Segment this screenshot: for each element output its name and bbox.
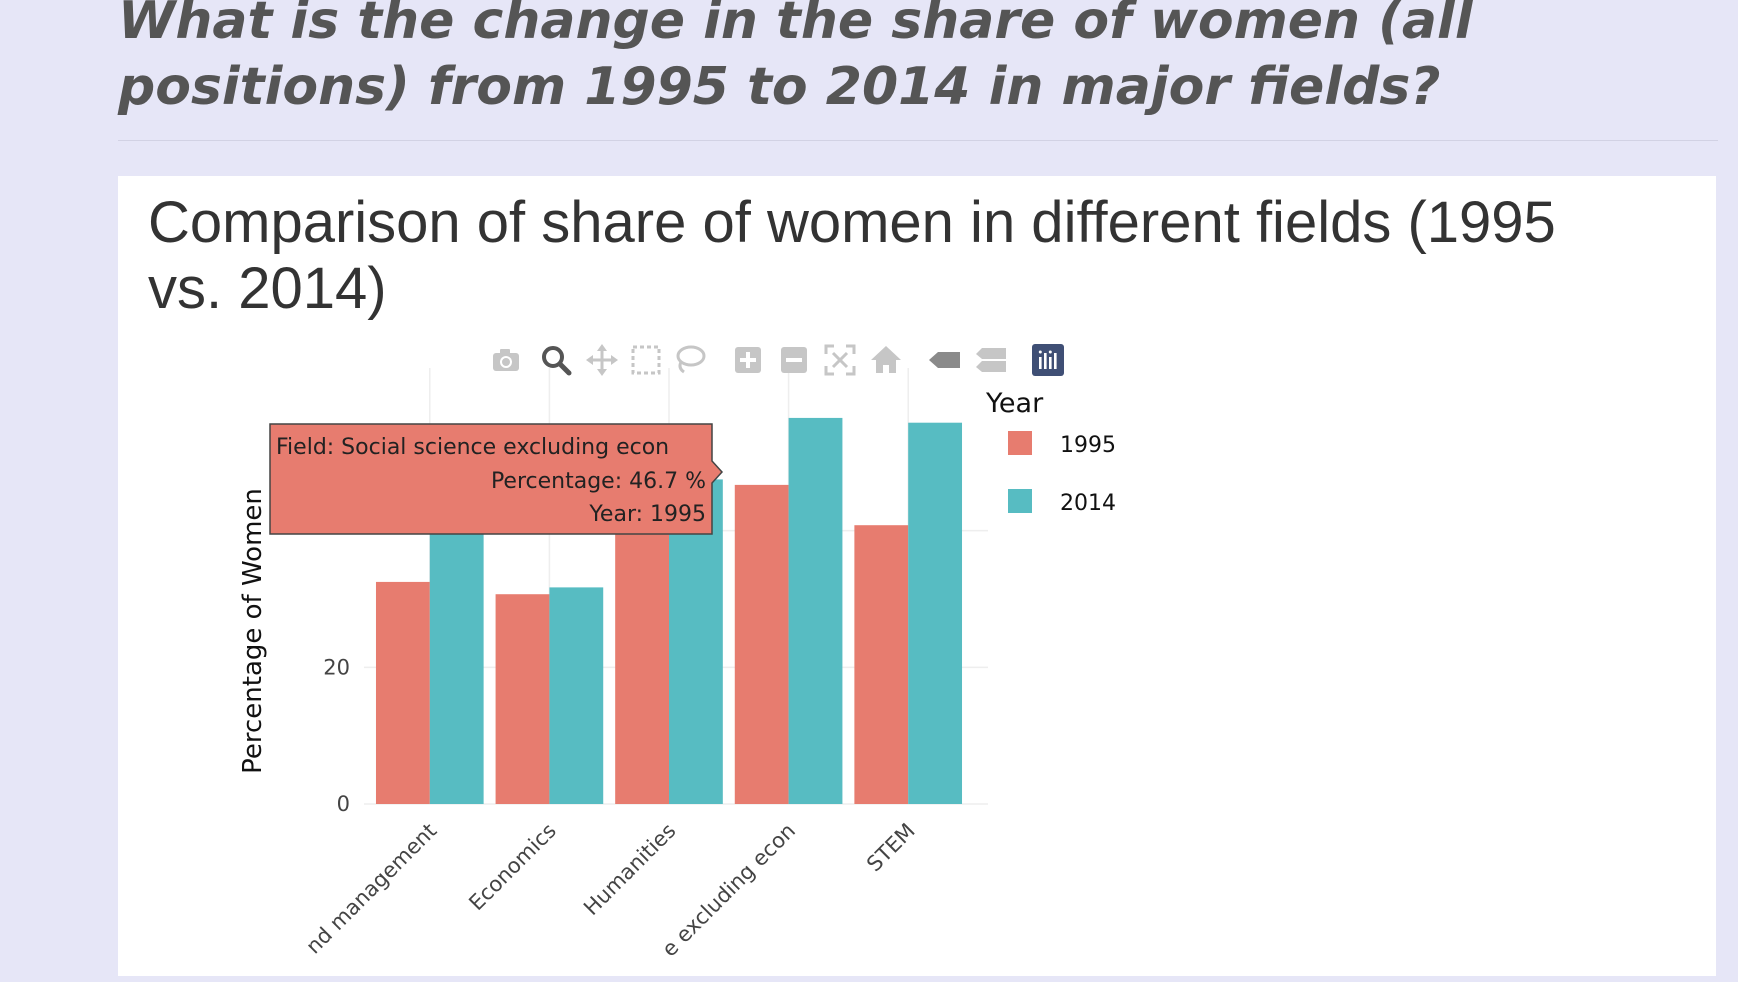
bar-2014: [788, 417, 843, 804]
x-tick-label: STEM: [862, 819, 920, 877]
autoscale-icon[interactable]: [822, 342, 858, 378]
x-tick-label: Humanities: [579, 819, 680, 920]
x-tick-label: Economics: [464, 819, 561, 916]
y-axis-title: Percentage of Women: [238, 488, 268, 774]
legend-label-1995: 1995: [1060, 433, 1116, 458]
y-tick-label: 20: [323, 655, 350, 679]
bar-1995: [615, 486, 669, 804]
zoom-in-icon[interactable]: [730, 342, 766, 378]
bar-2014: [549, 587, 604, 804]
chart-title-line-2: vs. 2014): [148, 256, 387, 321]
bar-1995: [375, 581, 430, 804]
zoom-out-icon[interactable]: [776, 342, 812, 378]
tooltip-field: Field: Social science excluding econ: [276, 435, 669, 460]
legend-swatch-1995: [1008, 431, 1032, 455]
chart-title-line-1: Comparison of share of women in differen…: [148, 190, 1556, 255]
question-heading: What is the change in the share of women…: [118, 0, 1473, 117]
x-tick-label: nd management: [301, 819, 441, 959]
legend-title: Year: [985, 388, 1044, 419]
heading-divider: [118, 140, 1718, 141]
hover-tooltip: [269, 423, 724, 535]
bar-1995: [734, 484, 789, 804]
zoom-icon[interactable]: [538, 342, 574, 378]
bar-2014: [908, 422, 963, 804]
hover-compare-icon[interactable]: [972, 342, 1008, 378]
camera-icon[interactable]: [488, 342, 524, 378]
bar-1995: [495, 594, 550, 804]
x-tick-label: e excluding econ: [657, 819, 800, 962]
y-tick-label: 0: [337, 792, 350, 816]
plotly-logo-icon[interactable]: [1030, 342, 1066, 378]
chart-card: Comparison of share of women in differen…: [118, 176, 1716, 976]
tooltip-percentage: Percentage: 46.7 %: [491, 469, 706, 494]
hover-closest-icon[interactable]: [926, 342, 962, 378]
reset-axes-icon[interactable]: [868, 342, 904, 378]
chart-title: Comparison of share of women in differen…: [148, 190, 1688, 322]
bar-1995: [854, 525, 909, 804]
tooltip-year: Year: 1995: [588, 502, 706, 527]
bar-2014: [429, 482, 484, 804]
pan-icon[interactable]: [584, 342, 620, 378]
legend-label-2014: 2014: [1060, 491, 1116, 516]
box-select-icon[interactable]: [628, 342, 664, 378]
lasso-icon[interactable]: [672, 342, 708, 378]
legend-swatch-2014: [1008, 489, 1032, 513]
